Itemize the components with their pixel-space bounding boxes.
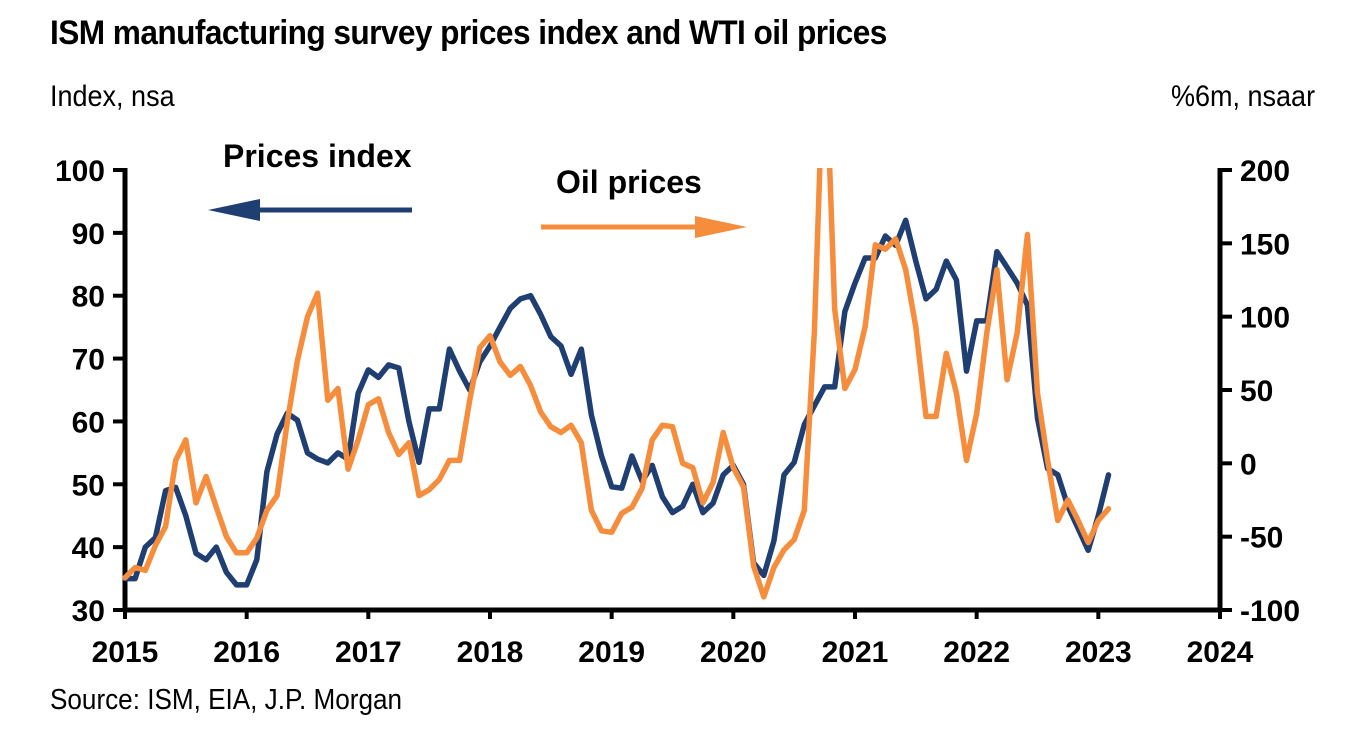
left-y-tick-label: 40 bbox=[72, 532, 105, 565]
right-y-tick-label: 200 bbox=[1240, 155, 1290, 188]
right-y-tick-label: 0 bbox=[1240, 448, 1257, 481]
left-y-tick-label: 60 bbox=[72, 406, 105, 439]
right-y-tick-label: -50 bbox=[1240, 522, 1283, 555]
x-tick-label: 2021 bbox=[822, 636, 889, 669]
x-tick-label: 2019 bbox=[578, 636, 645, 669]
series-line-prices-index bbox=[122, 217, 1112, 588]
axes: 2015 2016 2017 2018 2019 2020 2021 2022 2023 2024… bbox=[55, 155, 1300, 669]
left-y-tick-label: 90 bbox=[72, 218, 105, 251]
left-y-tick-label: 100 bbox=[55, 155, 105, 188]
x-tick-label: 2023 bbox=[1065, 636, 1132, 669]
left-y-tick-label: 70 bbox=[72, 344, 105, 377]
annotation-oil-prices: Oil prices bbox=[556, 164, 702, 200]
right-y-tick-label: -100 bbox=[1240, 595, 1300, 628]
annotation-prices-index: Prices index bbox=[223, 138, 412, 174]
series-group bbox=[122, 168, 1112, 600]
x-tick-label: 2024 bbox=[1187, 636, 1254, 669]
right-y-tick-label: 150 bbox=[1240, 228, 1290, 261]
right-y-tick-label: 50 bbox=[1240, 375, 1273, 408]
x-tick-label: 2015 bbox=[92, 636, 159, 669]
arrow-right-icon bbox=[695, 216, 747, 238]
x-tick-label: 2022 bbox=[943, 636, 1010, 669]
chart-title: ISM manufacturing survey prices index an… bbox=[50, 14, 887, 52]
x-tick-label: 2016 bbox=[213, 636, 280, 669]
x-tick-label: 2018 bbox=[457, 636, 524, 669]
source-note: Source: ISM, EIA, J.P. Morgan bbox=[50, 684, 403, 716]
annotations: Prices index Oil prices bbox=[208, 138, 747, 238]
arrow-left-icon bbox=[208, 199, 260, 221]
left-y-tick-label: 80 bbox=[72, 281, 105, 314]
x-tick-label: 2020 bbox=[700, 636, 767, 669]
left-y-tick-label: 50 bbox=[72, 469, 105, 502]
left-y-tick-label: 30 bbox=[72, 595, 105, 628]
left-axis-unit: Index, nsa bbox=[50, 80, 175, 113]
right-y-tick-label: 100 bbox=[1240, 302, 1290, 335]
right-axis-unit: %6m, nsaar bbox=[1170, 80, 1315, 113]
x-tick-label: 2017 bbox=[335, 636, 402, 669]
series-line-oil-prices bbox=[122, 168, 1112, 600]
